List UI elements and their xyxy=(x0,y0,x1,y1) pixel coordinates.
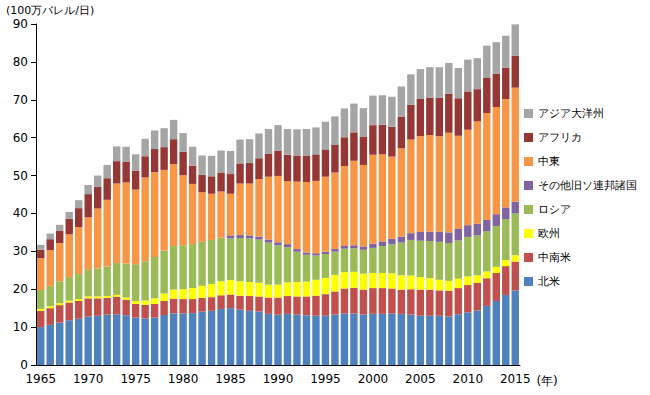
svg-text:1990: 1990 xyxy=(263,372,294,386)
svg-text:(年): (年) xyxy=(536,374,557,388)
svg-text:中東: 中東 xyxy=(538,155,560,168)
svg-text:1995: 1995 xyxy=(310,372,341,386)
svg-text:20: 20 xyxy=(13,282,28,296)
svg-text:1975: 1975 xyxy=(120,372,151,386)
svg-text:欧州: 欧州 xyxy=(538,227,560,240)
svg-text:アフリカ: アフリカ xyxy=(538,131,582,144)
svg-text:80: 80 xyxy=(13,55,28,69)
svg-text:その他旧ソ連邦諸国: その他旧ソ連邦諸国 xyxy=(538,179,637,192)
svg-text:(100万バレル/日): (100万バレル/日) xyxy=(6,4,94,17)
svg-text:2000: 2000 xyxy=(358,372,389,386)
svg-text:2015: 2015 xyxy=(500,372,531,386)
svg-text:60: 60 xyxy=(13,131,28,145)
svg-text:2010: 2010 xyxy=(453,372,484,386)
svg-text:2005: 2005 xyxy=(405,372,436,386)
svg-text:10: 10 xyxy=(13,320,28,334)
svg-text:30: 30 xyxy=(13,244,28,258)
svg-text:90: 90 xyxy=(13,17,28,31)
svg-text:アジア大洋州: アジア大洋州 xyxy=(538,107,604,120)
svg-text:ロシア: ロシア xyxy=(538,203,571,216)
svg-text:50: 50 xyxy=(13,169,28,183)
svg-text:中南米: 中南米 xyxy=(538,251,571,264)
svg-text:40: 40 xyxy=(13,206,28,220)
svg-text:北米: 北米 xyxy=(538,275,560,288)
svg-text:1980: 1980 xyxy=(168,372,199,386)
svg-text:1970: 1970 xyxy=(73,372,104,386)
svg-text:70: 70 xyxy=(13,93,28,107)
svg-text:1965: 1965 xyxy=(25,372,56,386)
svg-text:1985: 1985 xyxy=(215,372,246,386)
svg-text:0: 0 xyxy=(20,358,28,372)
